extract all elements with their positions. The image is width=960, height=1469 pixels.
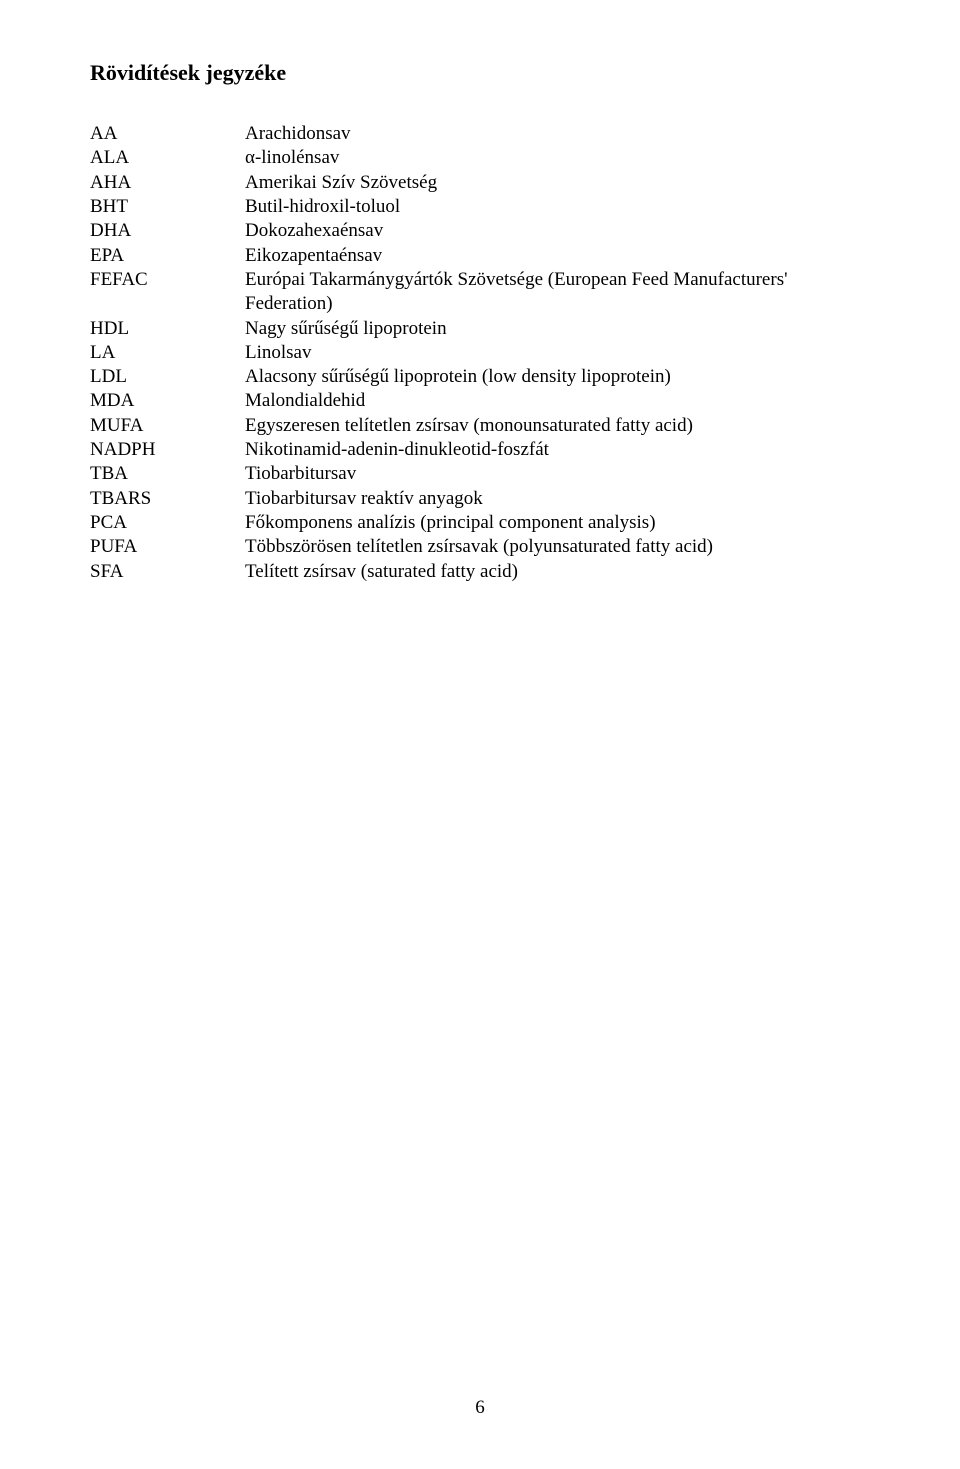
table-row: PUFATöbbszörösen telítetlen zsírsavak (p… bbox=[90, 535, 870, 559]
definition-cell: Eikozapentaénsav bbox=[245, 244, 870, 268]
abbr-cell: LDL bbox=[90, 365, 245, 389]
table-row: ALAα-linolénsav bbox=[90, 146, 870, 170]
abbr-cell: ALA bbox=[90, 146, 245, 170]
table-row: NADPHNikotinamid-adenin-dinukleotid-fosz… bbox=[90, 438, 870, 462]
definition-cell: Egyszeresen telítetlen zsírsav (monounsa… bbox=[245, 414, 870, 438]
table-row: LALinolsav bbox=[90, 341, 870, 365]
definition-cell: Tiobarbitursav reaktív anyagok bbox=[245, 487, 870, 511]
definition-cell: Európai Takarmánygyártók Szövetsége (Eur… bbox=[245, 268, 870, 317]
definition-cell: Többszörösen telítetlen zsírsavak (polyu… bbox=[245, 535, 870, 559]
abbr-cell: TBARS bbox=[90, 487, 245, 511]
table-row: EPAEikozapentaénsav bbox=[90, 244, 870, 268]
abbr-cell: PUFA bbox=[90, 535, 245, 559]
abbr-cell: AA bbox=[90, 122, 245, 146]
definition-cell: Amerikai Szív Szövetség bbox=[245, 171, 870, 195]
abbr-cell: FEFAC bbox=[90, 268, 245, 317]
page: Rövidítések jegyzéke AAArachidonsavALAα-… bbox=[0, 0, 960, 1469]
page-number: 6 bbox=[0, 1397, 960, 1419]
table-row: FEFACEurópai Takarmánygyártók Szövetsége… bbox=[90, 268, 870, 317]
abbr-cell: NADPH bbox=[90, 438, 245, 462]
table-row: TBARSTiobarbitursav reaktív anyagok bbox=[90, 487, 870, 511]
definition-cell: α-linolénsav bbox=[245, 146, 870, 170]
abbr-cell: TBA bbox=[90, 462, 245, 486]
table-row: AAArachidonsav bbox=[90, 122, 870, 146]
definition-cell: Dokozahexaénsav bbox=[245, 219, 870, 243]
table-row: PCAFőkomponens analízis (principal compo… bbox=[90, 511, 870, 535]
abbr-cell: DHA bbox=[90, 219, 245, 243]
definition-cell: Telített zsírsav (saturated fatty acid) bbox=[245, 560, 870, 584]
abbr-cell: MDA bbox=[90, 389, 245, 413]
abbr-cell: EPA bbox=[90, 244, 245, 268]
abbr-cell: LA bbox=[90, 341, 245, 365]
page-title: Rövidítések jegyzéke bbox=[90, 60, 870, 86]
table-row: BHTButil-hidroxil-toluol bbox=[90, 195, 870, 219]
definition-cell: Nagy sűrűségű lipoprotein bbox=[245, 317, 870, 341]
table-row: DHADokozahexaénsav bbox=[90, 219, 870, 243]
table-row: LDLAlacsony sűrűségű lipoprotein (low de… bbox=[90, 365, 870, 389]
abbr-cell: BHT bbox=[90, 195, 245, 219]
abbreviation-list: AAArachidonsavALAα-linolénsavAHAAmerikai… bbox=[90, 122, 870, 584]
table-row: SFATelített zsírsav (saturated fatty aci… bbox=[90, 560, 870, 584]
table-row: MUFAEgyszeresen telítetlen zsírsav (mono… bbox=[90, 414, 870, 438]
abbr-cell: PCA bbox=[90, 511, 245, 535]
definition-cell: Nikotinamid-adenin-dinukleotid-foszfát bbox=[245, 438, 870, 462]
definition-cell: Linolsav bbox=[245, 341, 870, 365]
table-row: AHAAmerikai Szív Szövetség bbox=[90, 171, 870, 195]
definition-cell: Butil-hidroxil-toluol bbox=[245, 195, 870, 219]
definition-cell: Arachidonsav bbox=[245, 122, 870, 146]
definition-cell: Malondialdehid bbox=[245, 389, 870, 413]
definition-cell: Tiobarbitursav bbox=[245, 462, 870, 486]
abbr-cell: SFA bbox=[90, 560, 245, 584]
definition-cell: Főkomponens analízis (principal componen… bbox=[245, 511, 870, 535]
abbr-cell: AHA bbox=[90, 171, 245, 195]
table-row: TBATiobarbitursav bbox=[90, 462, 870, 486]
abbr-cell: MUFA bbox=[90, 414, 245, 438]
table-row: MDAMalondialdehid bbox=[90, 389, 870, 413]
definition-cell: Alacsony sűrűségű lipoprotein (low densi… bbox=[245, 365, 870, 389]
abbr-cell: HDL bbox=[90, 317, 245, 341]
table-row: HDLNagy sűrűségű lipoprotein bbox=[90, 317, 870, 341]
